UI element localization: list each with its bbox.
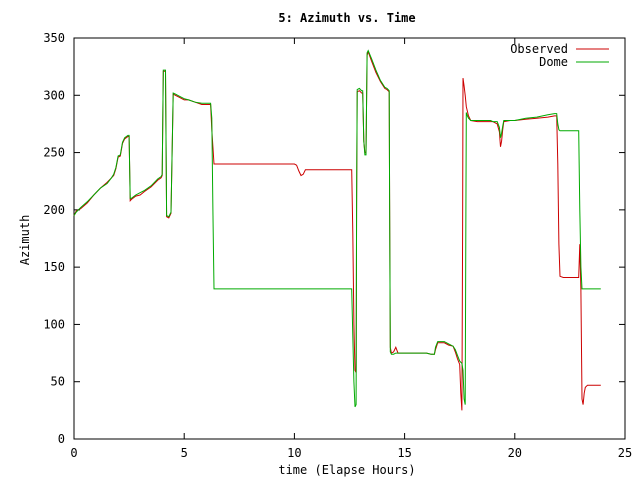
y-tick-label: 50: [51, 375, 65, 389]
y-tick-label: 350: [43, 31, 65, 45]
y-tick-label: 100: [43, 317, 65, 331]
x-tick-label: 0: [70, 446, 77, 460]
x-tick-label: 10: [287, 446, 301, 460]
legend-label-observed: Observed: [510, 42, 568, 56]
x-axis: 0 5 10 15 20 25: [70, 38, 632, 460]
x-tick-label: 20: [508, 446, 522, 460]
x-axis-label: time (Elapse Hours): [278, 463, 415, 477]
x-tick-label: 5: [181, 446, 188, 460]
y-tick-label: 200: [43, 203, 65, 217]
y-axis-label: Azimuth: [18, 215, 32, 266]
series-line-observed: [73, 50, 601, 411]
y-tick-label: 300: [43, 88, 65, 102]
chart-title: 5: Azimuth vs. Time: [278, 11, 415, 25]
y-axis: 0 50 100 150 200 250 300 350: [43, 31, 625, 446]
plot-frame: [73, 37, 626, 440]
x-tick-label: 15: [397, 446, 411, 460]
series-line-dome: [73, 49, 601, 408]
y-tick-label: 150: [43, 260, 65, 274]
series-layer: [73, 49, 601, 411]
y-tick-label: 0: [58, 432, 65, 446]
y-tick-label: 250: [43, 146, 65, 160]
x-tick-label: 25: [618, 446, 632, 460]
legend-label-dome: Dome: [539, 55, 568, 69]
